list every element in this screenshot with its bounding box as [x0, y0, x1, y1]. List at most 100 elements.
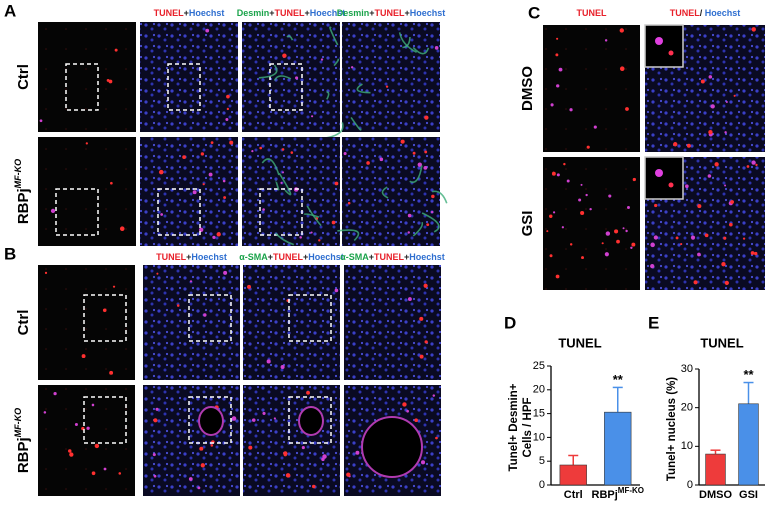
stain-spot	[625, 107, 629, 111]
stain-spot	[306, 390, 310, 395]
stain-spot	[81, 354, 86, 359]
stain-spot	[402, 402, 407, 407]
stain-spot	[216, 232, 221, 237]
stain-spot	[280, 364, 285, 370]
stain-spot	[281, 148, 285, 151]
vessel	[298, 406, 324, 436]
header-part: TUNEL	[375, 8, 405, 18]
fiber	[337, 229, 360, 241]
micrograph	[38, 265, 135, 380]
stain-spot	[299, 236, 302, 239]
roi-box	[259, 188, 303, 236]
stain-spot	[203, 313, 207, 317]
stain-spot	[156, 272, 159, 275]
stain-spot	[366, 161, 370, 165]
stain-spot	[225, 117, 229, 121]
stain-spot	[198, 227, 204, 233]
micrograph	[342, 137, 440, 246]
header-part: Hoechst	[410, 8, 446, 18]
stain-spot	[110, 181, 113, 185]
fiber	[398, 32, 417, 54]
stain-spot	[546, 230, 549, 233]
stain-spot	[119, 226, 125, 232]
stain-spot	[226, 94, 230, 99]
header-part: TUNEL	[374, 252, 404, 262]
y-tick-label: 25	[533, 360, 545, 372]
stain-spot	[630, 246, 633, 249]
stain-spot	[754, 251, 758, 256]
stain-spot	[608, 194, 612, 198]
stain-spot	[708, 75, 713, 79]
stain-spot	[424, 150, 428, 154]
stain-spot	[631, 242, 636, 247]
stain-spot	[103, 467, 107, 471]
stain-spot	[282, 171, 285, 174]
micrograph	[243, 385, 340, 496]
roi-box	[157, 188, 201, 236]
stain-spot	[632, 177, 637, 182]
row-label-sup: MF-KO	[13, 408, 23, 438]
x-tick-label: GSI	[739, 489, 758, 501]
stain-spot	[700, 79, 705, 84]
header-part: α-SMA	[239, 252, 268, 262]
stain-spot	[556, 37, 559, 40]
stain-spot	[229, 140, 234, 145]
stain-spot	[550, 103, 554, 107]
stain-spot	[419, 354, 424, 359]
stain-spot	[434, 46, 439, 50]
micrograph	[344, 265, 441, 380]
fiber	[326, 91, 330, 100]
row-label: RBPjMF-KO	[13, 408, 32, 473]
stain-spot	[223, 196, 227, 200]
stain-spot	[301, 446, 305, 450]
panel-label: A	[4, 1, 16, 20]
vessel	[198, 406, 224, 436]
stain-spot	[426, 223, 430, 227]
stain-spot	[39, 119, 43, 123]
micrograph	[140, 22, 238, 132]
y-axis-label: Tunel+ nucleus (%)	[666, 377, 678, 481]
stain-spot	[423, 165, 428, 170]
roi-box	[55, 188, 99, 236]
y-tick-label: 0	[539, 479, 545, 491]
micrograph	[38, 137, 136, 246]
stain-spot	[710, 104, 715, 109]
stain-spot	[654, 203, 658, 208]
stain-spot	[205, 28, 210, 33]
fiber	[412, 46, 430, 55]
stain-spot	[412, 151, 416, 155]
stain-spot	[601, 242, 604, 245]
stain-spot	[707, 174, 712, 178]
stain-spot	[251, 418, 256, 422]
header-part: TUNEL	[154, 8, 184, 18]
stain-spot	[563, 162, 566, 166]
stain-spot	[331, 220, 336, 225]
stain-spot	[622, 227, 625, 230]
header-part: +	[269, 8, 274, 18]
stain-spot	[742, 237, 746, 240]
stain-spot	[721, 262, 726, 267]
stain-spot	[725, 101, 728, 104]
stain-spot	[614, 229, 619, 234]
stain-spot	[109, 370, 114, 375]
stain-spot	[262, 411, 266, 415]
y-axis-label-line: Tunel+ nucleus (%)	[666, 377, 678, 481]
stain-spot	[259, 146, 263, 150]
chart-title: TUNEL	[700, 335, 743, 350]
stain-spot	[549, 254, 553, 258]
stain-spot	[334, 181, 339, 186]
inset	[644, 156, 684, 200]
y-tick-label: 0	[687, 479, 693, 491]
panel-label: B	[4, 244, 16, 263]
stain-spot	[248, 445, 253, 450]
stain-spot	[578, 198, 582, 202]
stain-spot	[188, 477, 193, 481]
stain-spot	[435, 436, 438, 440]
stain-spot	[746, 165, 750, 168]
roi-box	[188, 396, 232, 444]
stain-spot	[102, 308, 107, 313]
stain-spot	[262, 208, 265, 211]
fiber	[333, 58, 340, 67]
row-label-text: GSI	[519, 211, 536, 237]
stain-spot	[626, 206, 630, 210]
